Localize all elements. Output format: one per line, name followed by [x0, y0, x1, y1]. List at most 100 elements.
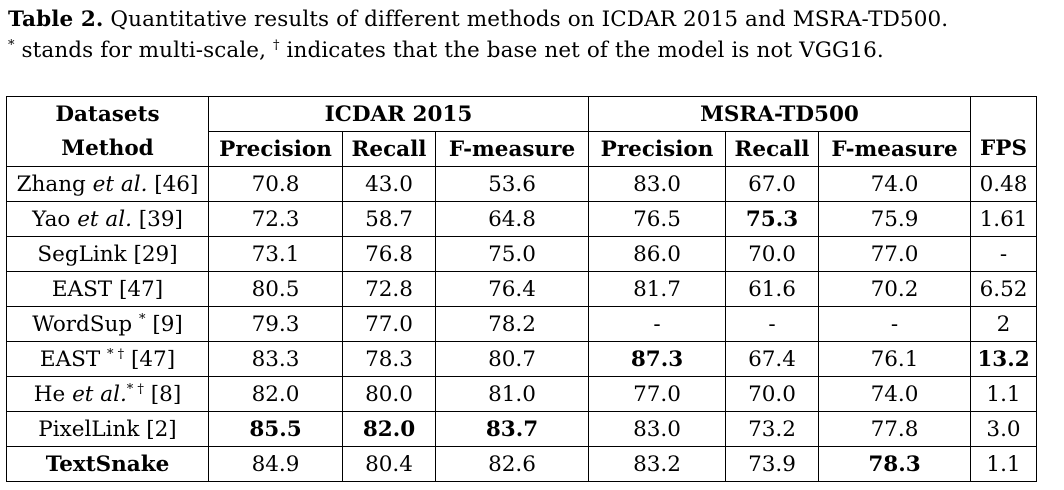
value-cell: 82.0	[342, 411, 436, 447]
value-cell: -	[818, 306, 971, 342]
value-cell: 76.8	[342, 236, 436, 272]
method-text: [9]	[152, 311, 183, 337]
col-header: Recall	[342, 131, 436, 167]
value-cell: 53.6	[435, 166, 589, 202]
table-body: Zhang et al. [46] 70.8 43.0 53.6 83.0 67.0 74.…	[6, 166, 1037, 482]
method-text: [8]	[150, 381, 182, 407]
value-cell: 80.5	[208, 271, 343, 307]
table-row: SegLink [29] 73.1 76.8 75.0 86.0 70.0 77.0-	[6, 236, 1037, 272]
value-cell: 77.8	[818, 411, 971, 447]
method-text: WordSup	[32, 311, 139, 337]
value-cell: 78.2	[435, 306, 589, 342]
value-cell: 84.9	[208, 446, 343, 482]
results-table: Datasets ICDAR 2015 MSRA-TD500 Method Pr…	[6, 96, 1037, 482]
method-text: EAST	[39, 346, 107, 372]
value-cell: 2	[970, 306, 1037, 342]
method-cell: WordSup * [9]	[6, 306, 209, 342]
caption-label: Table 2.	[8, 7, 104, 32]
value-cell: 79.3	[208, 306, 343, 342]
value-cell: 83.3	[208, 341, 343, 377]
value-cell: 1.61	[970, 201, 1037, 237]
value-cell: 75.9	[818, 201, 971, 237]
method-cell: SegLink [29]	[6, 236, 209, 272]
table-row: Zhang et al. [46] 70.8 43.0 53.6 83.0 67.0 74.…	[6, 166, 1037, 202]
method-text: * †	[126, 381, 144, 397]
table-caption: Table 2. Quantitative results of differe…	[8, 4, 1058, 66]
datasets-header: Datasets	[6, 96, 209, 132]
value-cell: 85.5	[208, 411, 343, 447]
method-text: * †	[107, 346, 125, 362]
value-cell: 83.0	[588, 166, 726, 202]
method-text: He	[33, 381, 73, 407]
value-cell: 80.0	[342, 376, 436, 412]
caption-line2b: indicates that the base net of the model…	[286, 38, 884, 63]
table-row: EAST [47] 80.5 72.8 76.4 81.7 61.6 70.2 6.52	[6, 271, 1037, 307]
method-cell: EAST [47]	[6, 271, 209, 307]
method-cell: He et al.* † [8]	[6, 376, 209, 412]
caption-line1: Quantitative results of different method…	[110, 7, 949, 32]
col-header: Precision	[208, 131, 343, 167]
method-text: et al.	[92, 171, 148, 197]
value-cell: 72.8	[342, 271, 436, 307]
method-cell: PixelLink [2]	[6, 411, 209, 447]
value-cell: 74.0	[818, 376, 971, 412]
method-text: Zhang	[16, 171, 93, 197]
value-cell: 73.1	[208, 236, 343, 272]
value-cell: 80.4	[342, 446, 436, 482]
col-header: FPS	[970, 131, 1037, 167]
method-text: et al.	[77, 206, 132, 232]
star-symbol: *	[8, 38, 15, 54]
value-cell: 75.3	[725, 201, 819, 237]
msra-header: MSRA-TD500	[588, 96, 971, 132]
value-cell: 70.8	[208, 166, 343, 202]
method-text: SegLink [29]	[37, 241, 178, 267]
value-cell: 13.2	[970, 341, 1037, 377]
value-cell: 70.0	[725, 236, 819, 272]
caption-line2a: stands for multi-scale,	[21, 38, 267, 63]
value-cell: 80.7	[435, 341, 589, 377]
value-cell: 70.0	[725, 376, 819, 412]
value-cell: 81.7	[588, 271, 726, 307]
col-header: Precision	[588, 131, 726, 167]
method-header: Method	[6, 131, 209, 167]
header-row-columns: Method Precision Recall F-measure Precis…	[6, 131, 1037, 167]
method-text: [39]	[131, 206, 183, 232]
table-row: PixelLink [2] 85.5 82.0 83.7 83.0 73.2 77.8 3.0	[6, 411, 1037, 447]
table-row: TextSnake 84.9 80.4 82.6 83.2 73.9 78.3 1.1	[6, 446, 1037, 482]
value-cell: 82.0	[208, 376, 343, 412]
value-cell: 67.0	[725, 166, 819, 202]
value-cell: 67.4	[725, 341, 819, 377]
value-cell: 82.6	[435, 446, 589, 482]
value-cell: -	[588, 306, 726, 342]
value-cell: 72.3	[208, 201, 343, 237]
method-text: TextSnake	[45, 451, 170, 477]
value-cell: 76.4	[435, 271, 589, 307]
header-row-datasets: Datasets ICDAR 2015 MSRA-TD500	[6, 96, 1037, 132]
method-cell: EAST * † [47]	[6, 341, 209, 377]
value-cell: 3.0	[970, 411, 1037, 447]
value-cell: 77.0	[342, 306, 436, 342]
method-text: EAST [47]	[51, 276, 164, 302]
value-cell: -	[725, 306, 819, 342]
value-cell: 0.48	[970, 166, 1037, 202]
method-text: PixelLink [2]	[38, 416, 177, 442]
value-cell: 83.0	[588, 411, 726, 447]
method-cell: TextSnake	[6, 446, 209, 482]
method-text: *	[138, 311, 146, 327]
table-row: EAST * † [47] 83.3 78.3 80.7 87.3 67.4 76.1 13.…	[6, 341, 1037, 377]
value-cell: 43.0	[342, 166, 436, 202]
method-text: Yao	[32, 206, 78, 232]
col-header: F-measure	[435, 131, 589, 167]
value-cell: 83.2	[588, 446, 726, 482]
value-cell: 73.2	[725, 411, 819, 447]
empty-header	[970, 96, 1037, 132]
value-cell: 1.1	[970, 376, 1037, 412]
value-cell: 1.1	[970, 446, 1037, 482]
value-cell: 78.3	[818, 446, 971, 482]
value-cell: 77.0	[818, 236, 971, 272]
value-cell: 64.8	[435, 201, 589, 237]
method-text: [47]	[130, 346, 176, 372]
table-row: Yao et al. [39] 72.3 58.7 64.8 76.5 75.3 75.9 1…	[6, 201, 1037, 237]
value-cell: 61.6	[725, 271, 819, 307]
value-cell: 86.0	[588, 236, 726, 272]
